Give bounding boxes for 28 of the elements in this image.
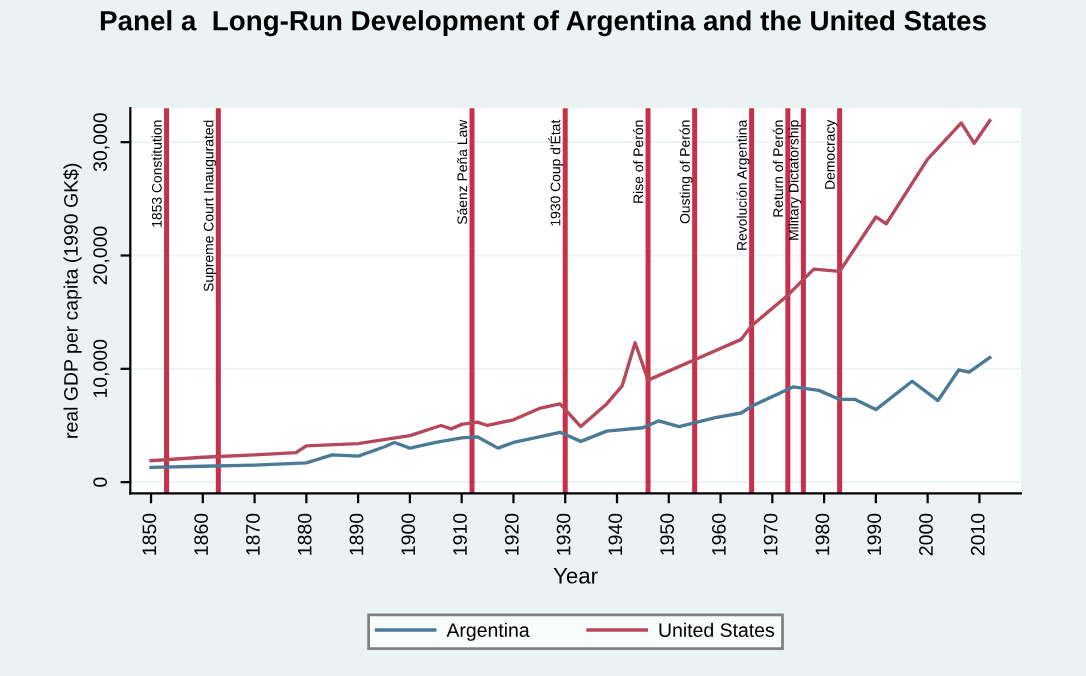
line-series [149,118,992,463]
x-tick-label: 1950 [660,513,674,555]
x-tick-label: 1880 [297,513,312,555]
legend-label: United States [659,622,775,638]
x-tick-label: 2010 [970,513,985,556]
x-tick-label: 1990 [867,513,882,555]
x-tick-label: 1910 [453,513,467,555]
x-tick-label: 1870 [246,513,260,555]
x-tick-label: 1940 [608,513,623,555]
legend-label: Argentina [446,622,530,641]
y-tick-label: 10,000 [93,339,110,398]
x-tick-label: 1850 [142,513,157,555]
x-tick-label: 1890 [349,513,364,555]
x-tick-label: 1930 [556,513,571,555]
chart-title: Panel a Long-Run Development of Argentina and the United States [100,10,986,37]
y-axis-title: real GDP per capita (1990 GK$) [63,163,82,438]
x-tick-label: 1920 [504,513,519,555]
x-tick-label: 1900 [401,513,416,555]
x-tick-label: 1970 [763,513,778,555]
y-tick-label: 0 [93,477,108,487]
line-series [149,355,992,470]
y-tick-label: 30,000 [93,113,110,172]
x-axis-title: Year [553,568,598,584]
y-tick-label: 20,000 [93,226,110,285]
x-tick-label: 1980 [815,513,830,555]
x-tick-label: 2000 [919,513,933,556]
x-tick-label: 1860 [194,513,209,555]
x-tick-label: 1960 [712,513,726,555]
